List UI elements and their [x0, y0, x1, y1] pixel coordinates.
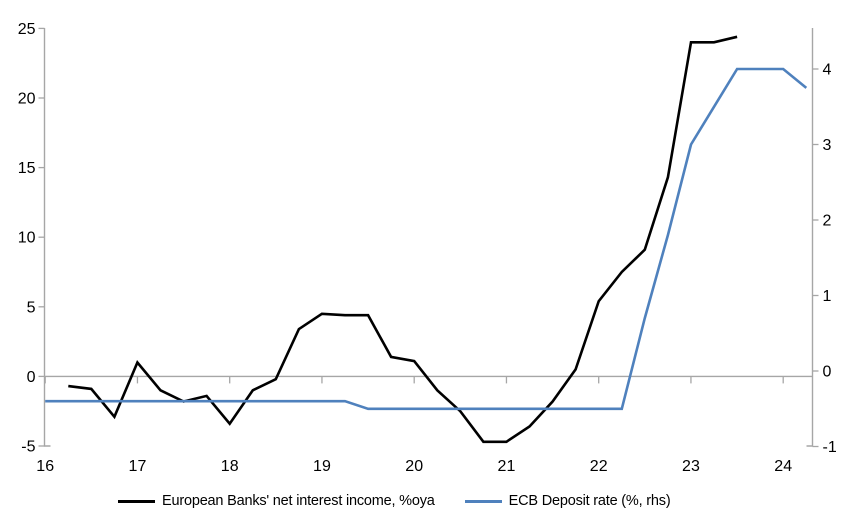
left-axis-tick-label: 20: [18, 91, 36, 108]
x-axis-tick-label: 16: [36, 458, 54, 475]
left-axis-tick-label: -5: [21, 439, 35, 456]
right-axis-tick-label: 4: [823, 62, 832, 79]
x-axis-tick-label: 23: [682, 458, 700, 475]
blue-line-swatch-icon: [464, 499, 502, 503]
x-axis-tick-label: 19: [313, 458, 331, 475]
legend-item-net-interest-income: European Banks' net interest income, %oy…: [118, 493, 435, 509]
net-interest-income-series-line: [68, 35, 738, 444]
x-axis-tick-label: 18: [221, 458, 239, 475]
x-axis-tick-label: 20: [405, 458, 423, 475]
x-axis-tick-label: 22: [590, 458, 608, 475]
left-axis-tick-label: 15: [18, 160, 36, 177]
left-axis-tick-label: 0: [27, 369, 36, 386]
left-axis-tick-label: 5: [27, 299, 36, 316]
legend-label-net-interest-income: European Banks' net interest income, %oy…: [162, 493, 435, 509]
x-axis-tick-label: 21: [498, 458, 516, 475]
right-axis-tick-label: 1: [823, 288, 832, 305]
legend: European Banks' net interest income, %oy…: [118, 493, 671, 509]
x-axis-tick-label: 24: [774, 458, 792, 475]
black-line-swatch-icon: [118, 499, 155, 503]
legend-label-ecb-deposit-rate: ECB Deposit rate (%, rhs): [508, 493, 671, 509]
legend-item-ecb-deposit-rate: ECB Deposit rate (%, rhs): [464, 493, 671, 509]
left-axis-tick-label: 10: [18, 230, 36, 247]
right-axis-line: [806, 28, 814, 447]
right-axis-tick-label: 3: [823, 137, 832, 154]
right-axis-tick-label: -1: [823, 439, 837, 456]
left-axis-tick-label: 25: [18, 21, 36, 38]
x-axis-tick-label: 17: [129, 458, 147, 475]
right-axis-tick-label: 2: [823, 213, 832, 230]
right-axis-tick-label: 0: [823, 364, 832, 381]
ecb-deposit-rate-series-line: [45, 67, 808, 411]
